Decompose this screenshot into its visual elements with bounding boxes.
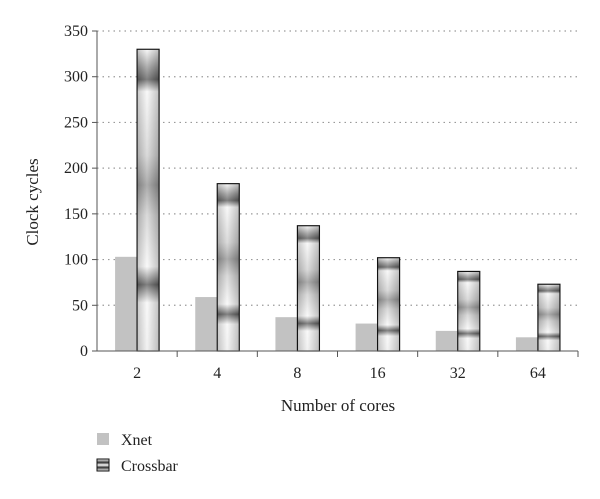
y-tick-label: 300: [64, 69, 88, 86]
x-tick-label: 16: [370, 365, 386, 382]
bar-crossbar-shade-32: [458, 272, 480, 351]
legend-label-crossbar: Crossbar: [121, 458, 179, 475]
y-axis-label: Clock cycles: [23, 158, 42, 245]
bar-xnet-8: [275, 317, 298, 351]
bar-crossbar-shade-8: [298, 226, 319, 351]
bar-xnet-32: [435, 330, 458, 351]
x-tick-label: 4: [213, 365, 221, 382]
y-tick-label: 50: [72, 297, 88, 314]
bar-crossbar-shade-4: [217, 184, 239, 351]
y-tick-label: 100: [64, 252, 88, 269]
y-tick-label: 0: [80, 343, 88, 360]
x-tick-label: 8: [293, 365, 301, 382]
bar-xnet-2: [115, 256, 138, 351]
axes: [96, 31, 578, 352]
bar-xnet-4: [195, 297, 218, 351]
x-tick-label: 2: [133, 365, 141, 382]
legend-swatch-crossbar: [96, 458, 110, 472]
x-tick-label: 32: [450, 365, 466, 382]
y-tick-label: 150: [64, 206, 88, 223]
bar-crossbar-shade-64: [538, 284, 560, 351]
legend: Xnet Crossbar: [96, 432, 179, 475]
bar-crossbar-shade-16: [378, 258, 399, 351]
x-axis-label: Number of cores: [281, 396, 395, 415]
x-axis-ticks: 2 4 8 16 32 64: [133, 351, 579, 382]
grid-lines: [97, 30, 578, 306]
y-tick-label: 350: [64, 23, 88, 40]
x-tick-label: 64: [530, 365, 546, 382]
legend-swatch-xnet: [97, 433, 109, 445]
legend-label-xnet: Xnet: [121, 432, 153, 449]
y-axis-ticks: 0 50 100 150 200 250 300 350: [64, 23, 97, 360]
y-tick-label: 250: [64, 114, 88, 131]
y-tick-label: 200: [64, 160, 88, 177]
bar-xnet-64: [515, 337, 538, 351]
bar-crossbar-shade-2: [137, 49, 159, 351]
bar-xnet-16: [355, 323, 378, 351]
